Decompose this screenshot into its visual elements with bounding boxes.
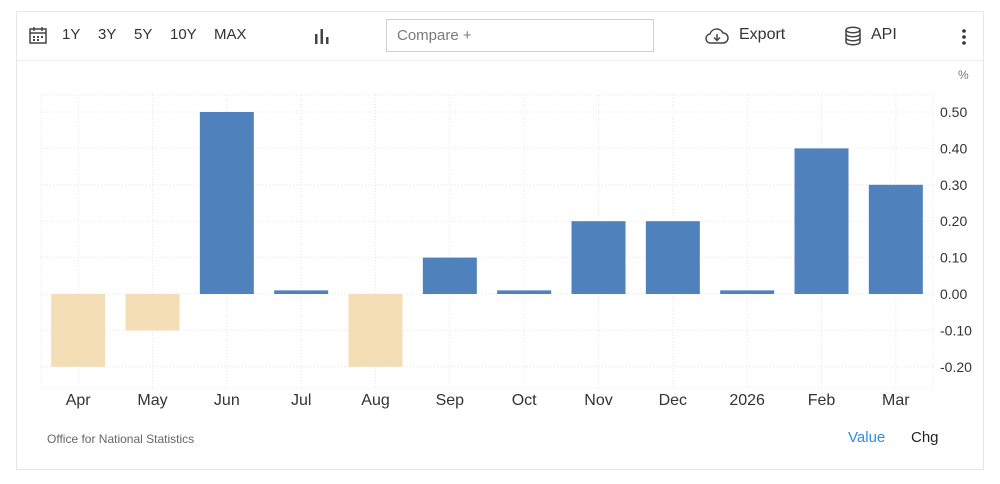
value-toggle[interactable]: Value <box>848 429 886 446</box>
bar-nov[interactable] <box>571 221 626 294</box>
bar-oct[interactable] <box>497 290 552 294</box>
range-5y-button[interactable]: 5Y <box>134 26 153 43</box>
y-tick-label: 0.10 <box>940 250 967 266</box>
bar-2026[interactable] <box>720 290 775 294</box>
x-tick-label: Sep <box>436 392 465 409</box>
compare-input[interactable] <box>386 19 654 52</box>
y-tick-label: -0.20 <box>940 359 972 375</box>
chart-type-icon[interactable] <box>314 28 330 44</box>
x-tick-label: Jul <box>291 392 311 409</box>
x-axis-ticks: Apr May Jun Jul Aug Sep Oct Nov Dec 2026 Feb Mar <box>66 392 911 409</box>
bar-mar[interactable] <box>868 184 923 294</box>
range-3y-button[interactable]: 3Y <box>98 26 117 43</box>
y-tick-label: 0.50 <box>940 104 967 120</box>
bar-apr[interactable] <box>51 294 106 367</box>
database-icon[interactable] <box>844 26 862 46</box>
chart-toolbar: 1Y 3Y 5Y 10Y MAX Export API <box>17 12 983 61</box>
export-button[interactable]: Export <box>739 26 786 43</box>
plot-area-border <box>40 94 934 389</box>
cloud-download-icon[interactable] <box>705 27 729 45</box>
calendar-icon[interactable] <box>29 26 47 44</box>
x-tick-label: Oct <box>512 392 537 409</box>
bar-may[interactable] <box>125 294 180 331</box>
y-axis-unit-label: % <box>958 68 969 82</box>
chart-bars <box>51 112 923 367</box>
x-tick-label: Nov <box>584 392 612 409</box>
chart-frame: 1Y 3Y 5Y 10Y MAX Export API Office <box>16 11 984 470</box>
y-tick-label: 0.00 <box>940 286 967 302</box>
y-tick-label: 0.20 <box>940 213 967 229</box>
api-button[interactable]: API <box>871 26 897 43</box>
x-tick-label: May <box>137 392 167 409</box>
y-axis-ticks: 0.50 0.40 0.30 0.20 0.10 0.00 -0.10 -0.20 <box>940 104 972 375</box>
y-tick-label: -0.10 <box>940 322 972 338</box>
bar-aug[interactable] <box>348 294 403 367</box>
x-tick-label: 2026 <box>729 392 765 409</box>
range-max-button[interactable]: MAX <box>214 26 247 43</box>
y-tick-label: 0.30 <box>940 177 967 193</box>
bar-jul[interactable] <box>274 290 329 294</box>
x-tick-label: Mar <box>882 392 910 409</box>
bar-dec[interactable] <box>645 221 700 294</box>
x-tick-label: Jun <box>214 392 240 409</box>
chg-toggle[interactable]: Chg <box>911 429 939 446</box>
source-label: Office for National Statistics <box>47 432 195 446</box>
more-options-icon[interactable] <box>961 29 967 45</box>
x-tick-label: Apr <box>66 392 92 409</box>
x-tick-label: Aug <box>361 392 389 409</box>
x-tick-label: Feb <box>808 392 836 409</box>
bar-feb[interactable] <box>794 148 849 294</box>
x-tick-label: Dec <box>659 392 687 409</box>
range-10y-button[interactable]: 10Y <box>170 26 197 43</box>
y-tick-label: 0.40 <box>940 140 967 156</box>
range-1y-button[interactable]: 1Y <box>62 26 81 43</box>
bar-jun[interactable] <box>199 112 254 294</box>
bar-sep[interactable] <box>422 257 477 294</box>
